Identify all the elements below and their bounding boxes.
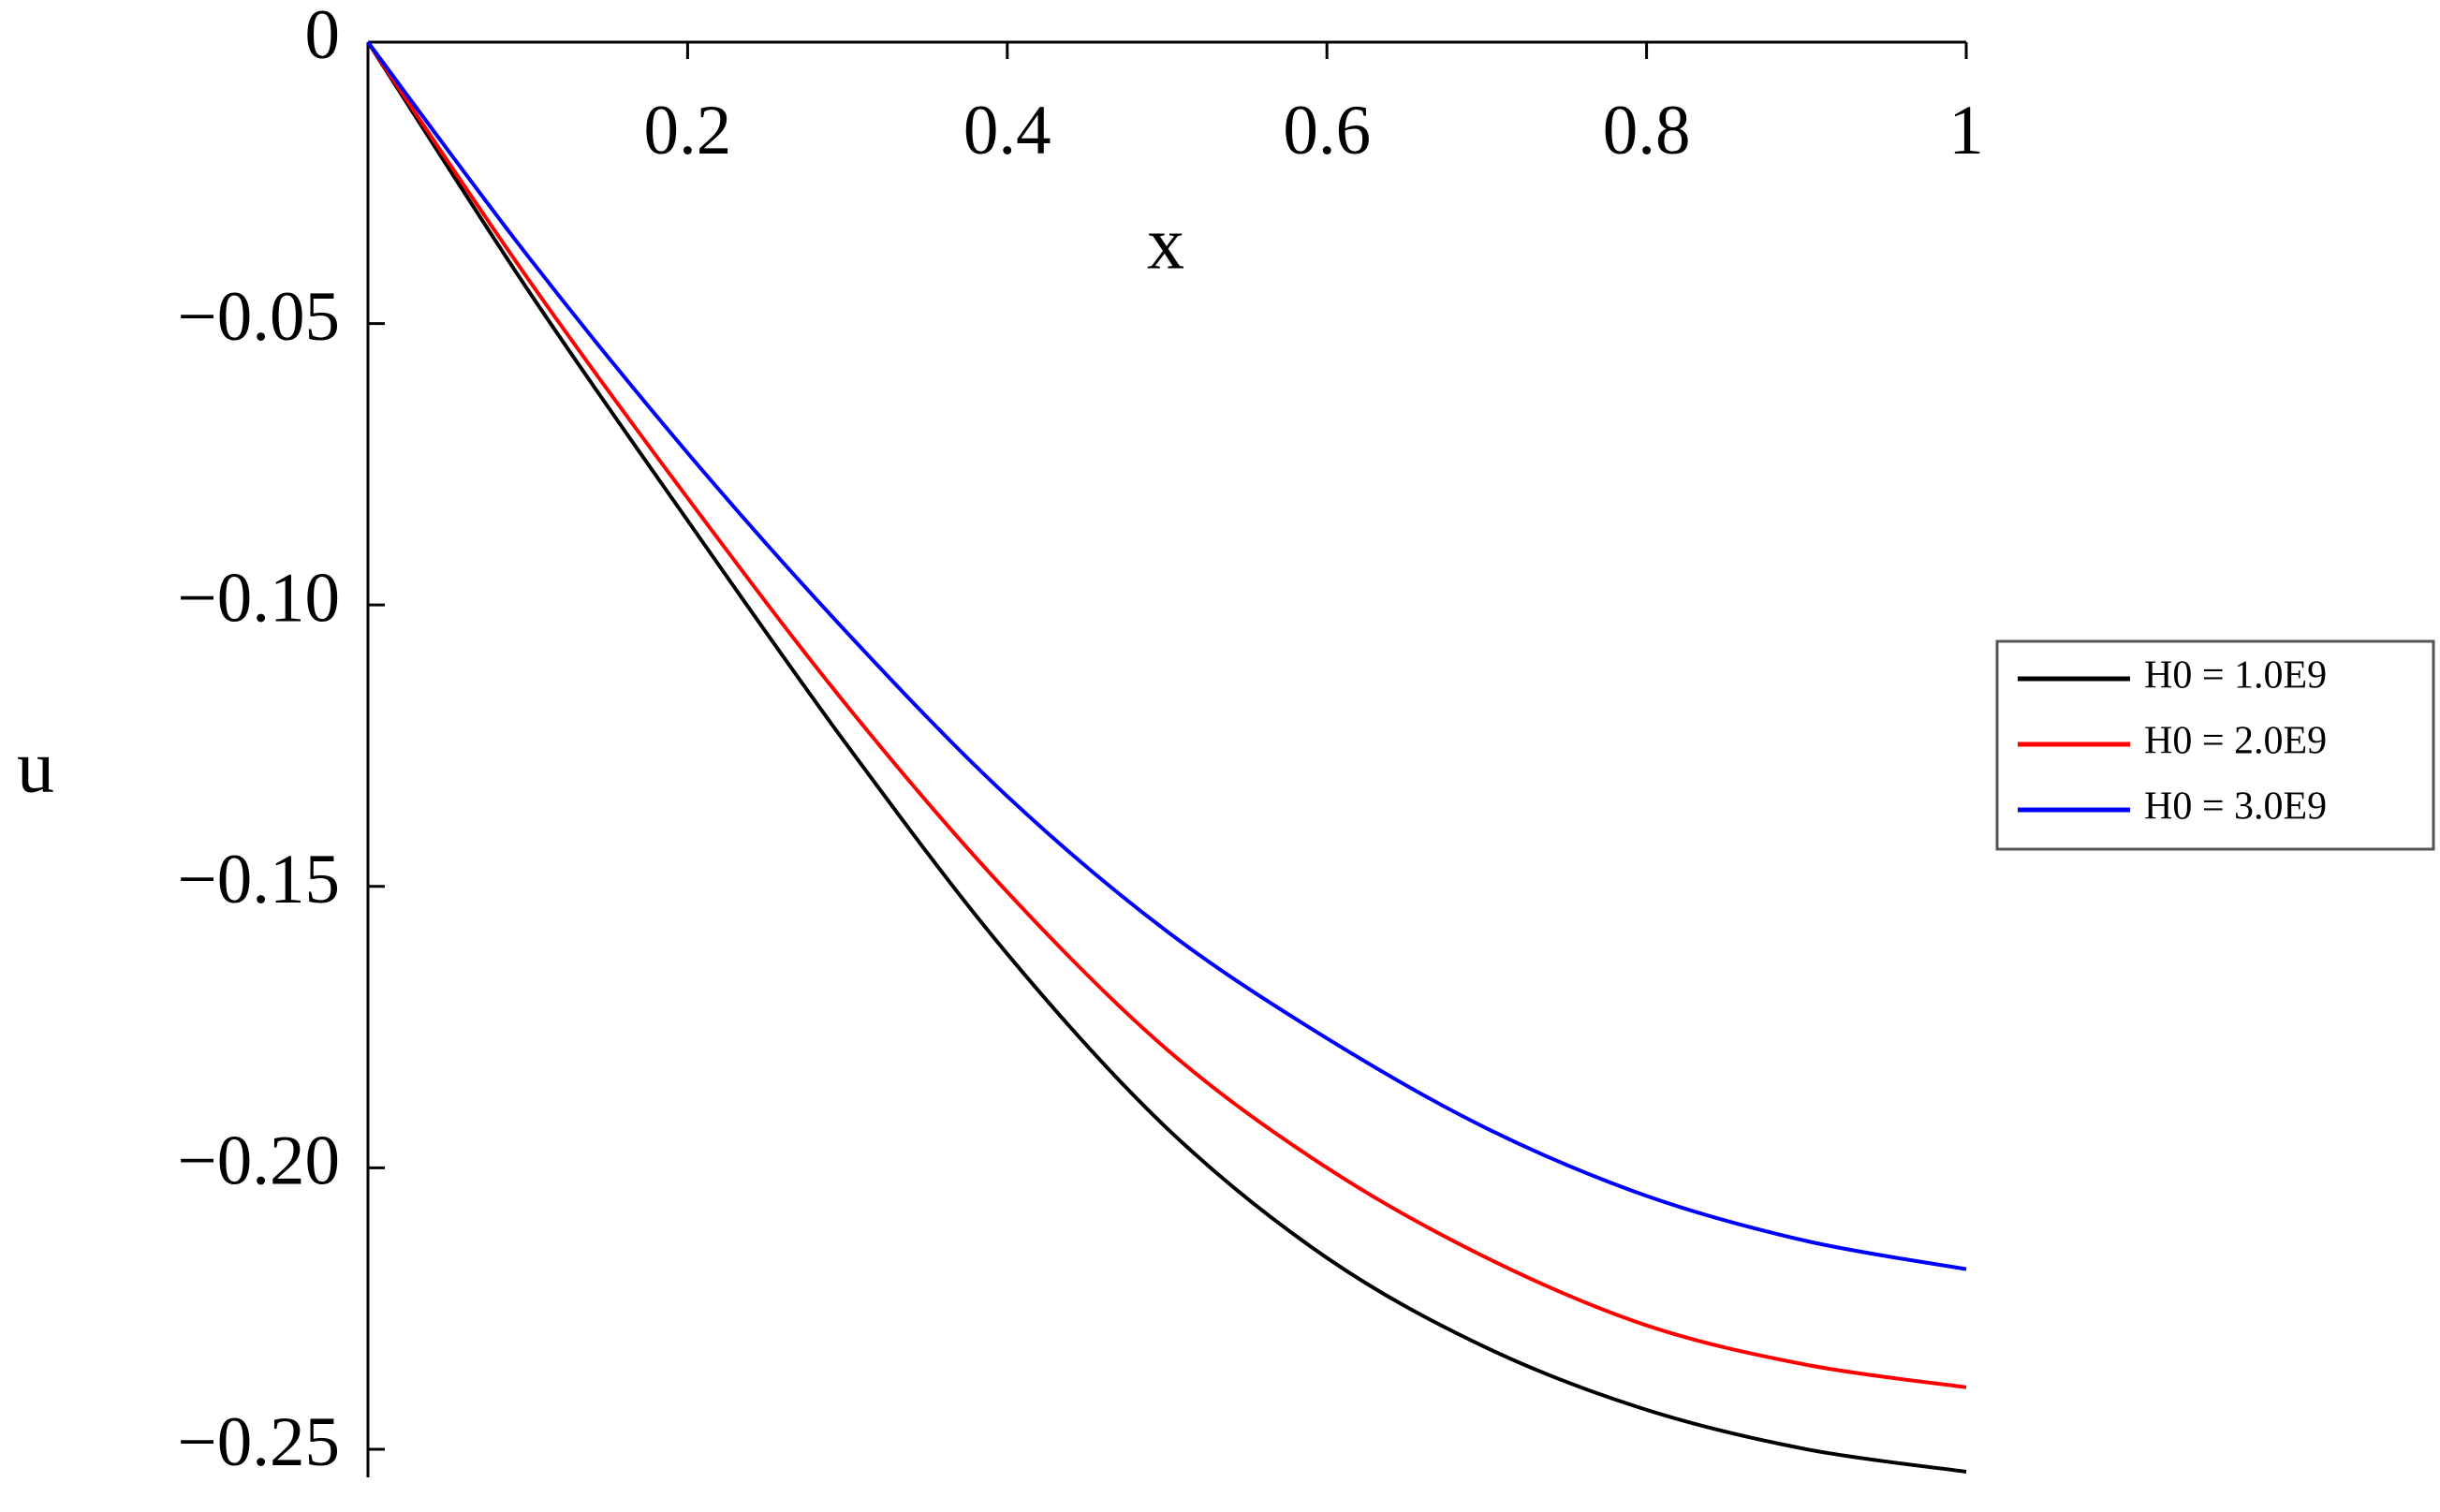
y-tick-label: −0.25 — [177, 1403, 340, 1481]
x-tick-label: 0.8 — [1603, 92, 1691, 169]
x-tick-label: 0.2 — [644, 92, 732, 169]
legend-label: H0 = 2.0E9 — [2144, 720, 2327, 763]
y-tick-label: 0 — [305, 0, 341, 74]
y-tick-label: −0.20 — [177, 1123, 340, 1200]
line-series — [366, 40, 1967, 1389]
line-series — [366, 40, 1967, 1271]
y-tick-label: −0.15 — [177, 841, 340, 918]
x-tick-label: 1 — [1948, 92, 1984, 169]
y-tick-label: −0.10 — [177, 559, 340, 637]
line-series — [366, 40, 1967, 1474]
legend-label: H0 = 3.0E9 — [2144, 785, 2327, 829]
x-axis-label: x — [1147, 202, 1184, 285]
x-tick-label: 0.6 — [1283, 92, 1371, 169]
y-axis-label: u — [17, 726, 54, 808]
legend-label: H0 = 1.0E9 — [2144, 654, 2327, 697]
legend: H0 = 1.0E9 H0 = 2.0E9 H0 = 3.0E9 — [1995, 639, 2435, 851]
x-tick-label: 0.4 — [963, 92, 1051, 169]
y-tick-label: −0.05 — [177, 278, 340, 356]
